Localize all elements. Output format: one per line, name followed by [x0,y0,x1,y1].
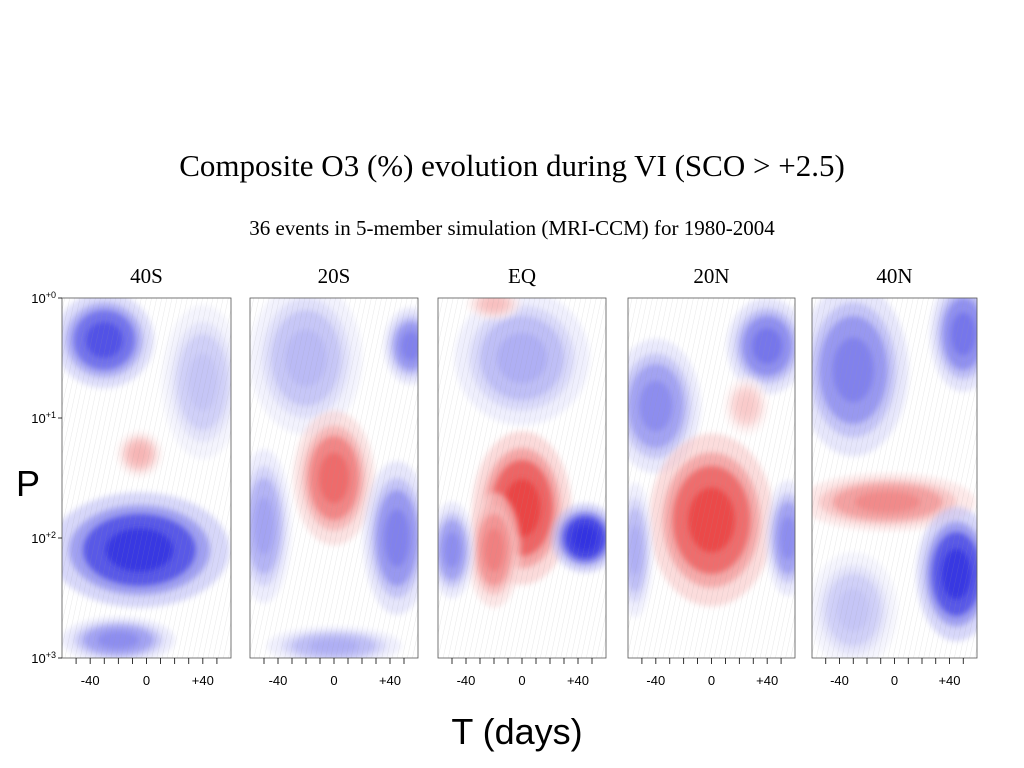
panel-20n: 20N -40 0 +40 [627,264,796,688]
hatch-overlay [438,298,606,658]
hatch-overlay [250,298,418,658]
panel-label: 40S [130,264,163,288]
x-tick-label: +40 [192,673,214,688]
anomaly-field [812,298,977,658]
panel-eq: EQ -40 0 +40 [437,264,607,688]
panel-40n: 40N -40 0 +40 [811,264,978,688]
hatch-overlay [628,298,795,658]
hatch-overlay [62,298,231,658]
x-tick-label: +40 [756,673,778,688]
x-tick-label: +40 [938,673,960,688]
x-tick-label: 0 [708,673,715,688]
anomaly-field [628,298,795,658]
x-tick-label: 0 [143,673,150,688]
panel-label: 20N [693,264,729,288]
chart-subtitle: 36 events in 5-member simulation (MRI-CC… [249,216,775,240]
anomaly-field [438,298,606,658]
y-axis: 10+0 10+1 10+2 10+3 [31,290,62,666]
x-tick-label: -40 [830,673,849,688]
x-tick-label: +40 [379,673,401,688]
panel-20s: 20S -40 0 +40 [249,264,419,688]
panel-label: EQ [508,264,536,288]
hatch-overlay [812,298,977,658]
x-tick-label: +40 [567,673,589,688]
panel-40s: 40S -40 0 +40 [61,264,232,688]
y-axis-label: P [16,463,40,504]
anomaly-field [250,298,418,658]
x-axis-label: T (days) [451,711,582,752]
y-tick-label: 10+3 [31,650,56,666]
x-tick-label: -40 [457,673,476,688]
y-tick-label: 10+0 [31,290,56,306]
x-tick-label: -40 [646,673,665,688]
x-tick-label: 0 [891,673,898,688]
panel-label: 40N [876,264,912,288]
x-tick-label: -40 [81,673,100,688]
y-tick-label: 10+2 [31,530,56,546]
x-tick-label: 0 [330,673,337,688]
chart-title: Composite O3 (%) evolution during VI (SC… [179,148,845,183]
anomaly-field [62,298,231,658]
y-tick-label: 10+1 [31,410,56,426]
x-tick-label: -40 [269,673,288,688]
x-tick-label: 0 [518,673,525,688]
panel-label: 20S [318,264,351,288]
